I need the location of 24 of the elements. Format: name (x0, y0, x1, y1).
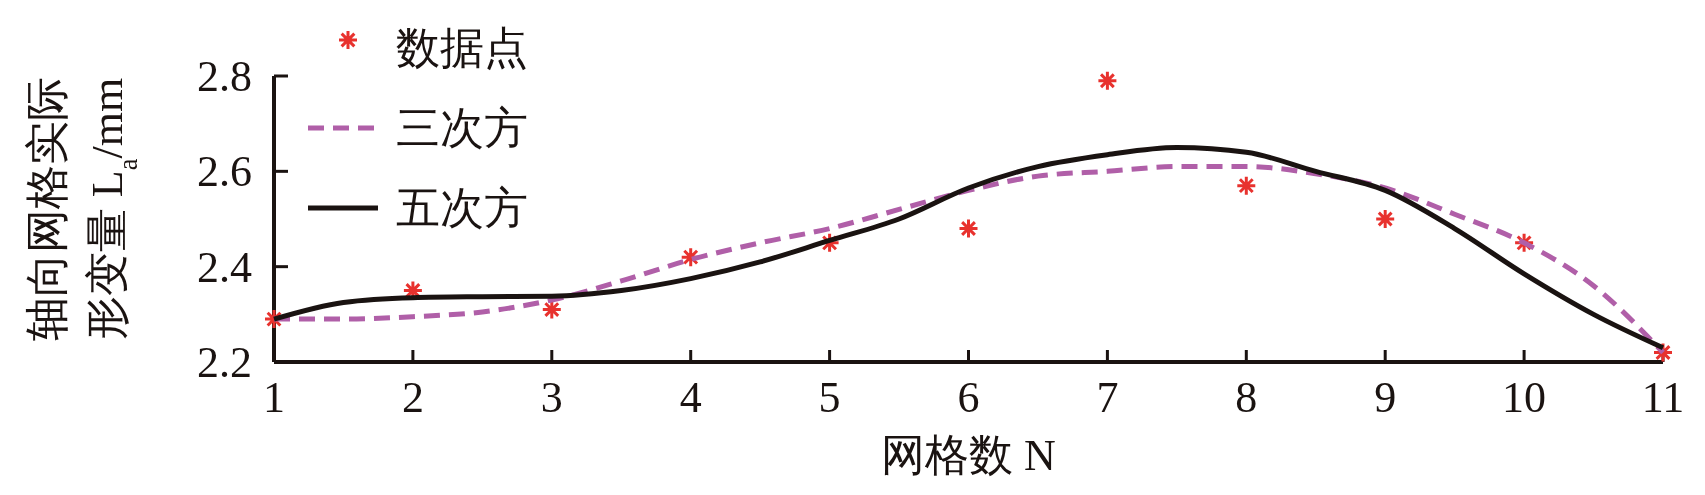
point (541, 299, 563, 321)
y-tick-label: 2.4 (197, 242, 252, 292)
legend-label: 五次方 (396, 184, 528, 233)
y-tick-label: 2.2 (197, 338, 252, 387)
x-tick-label: 6 (957, 373, 980, 422)
x-tick-label: 1 (263, 373, 285, 422)
x-tick-label: 10 (1502, 373, 1547, 422)
x-axis-title: 网格数 N (881, 431, 1056, 480)
y-tick-label: 2.6 (197, 147, 252, 197)
legend-label: 三次方 (396, 104, 528, 153)
x-tick-label: 11 (1641, 373, 1685, 422)
y-tick-label: 2.8 (197, 52, 252, 101)
x-tick-label: 2 (401, 373, 424, 422)
x-tick-label: 8 (1235, 373, 1258, 422)
x-tick-label: 4 (679, 373, 702, 422)
x-tick-label: 9 (1374, 373, 1397, 422)
x-tick-label: 3 (540, 373, 563, 422)
x-tick-label: 7 (1096, 373, 1119, 422)
point (1096, 70, 1118, 92)
point (1235, 175, 1257, 197)
point (958, 218, 979, 240)
point (1374, 208, 1396, 230)
legend-label: 数据点 (396, 24, 528, 73)
x-tick-label: 5 (818, 373, 841, 422)
